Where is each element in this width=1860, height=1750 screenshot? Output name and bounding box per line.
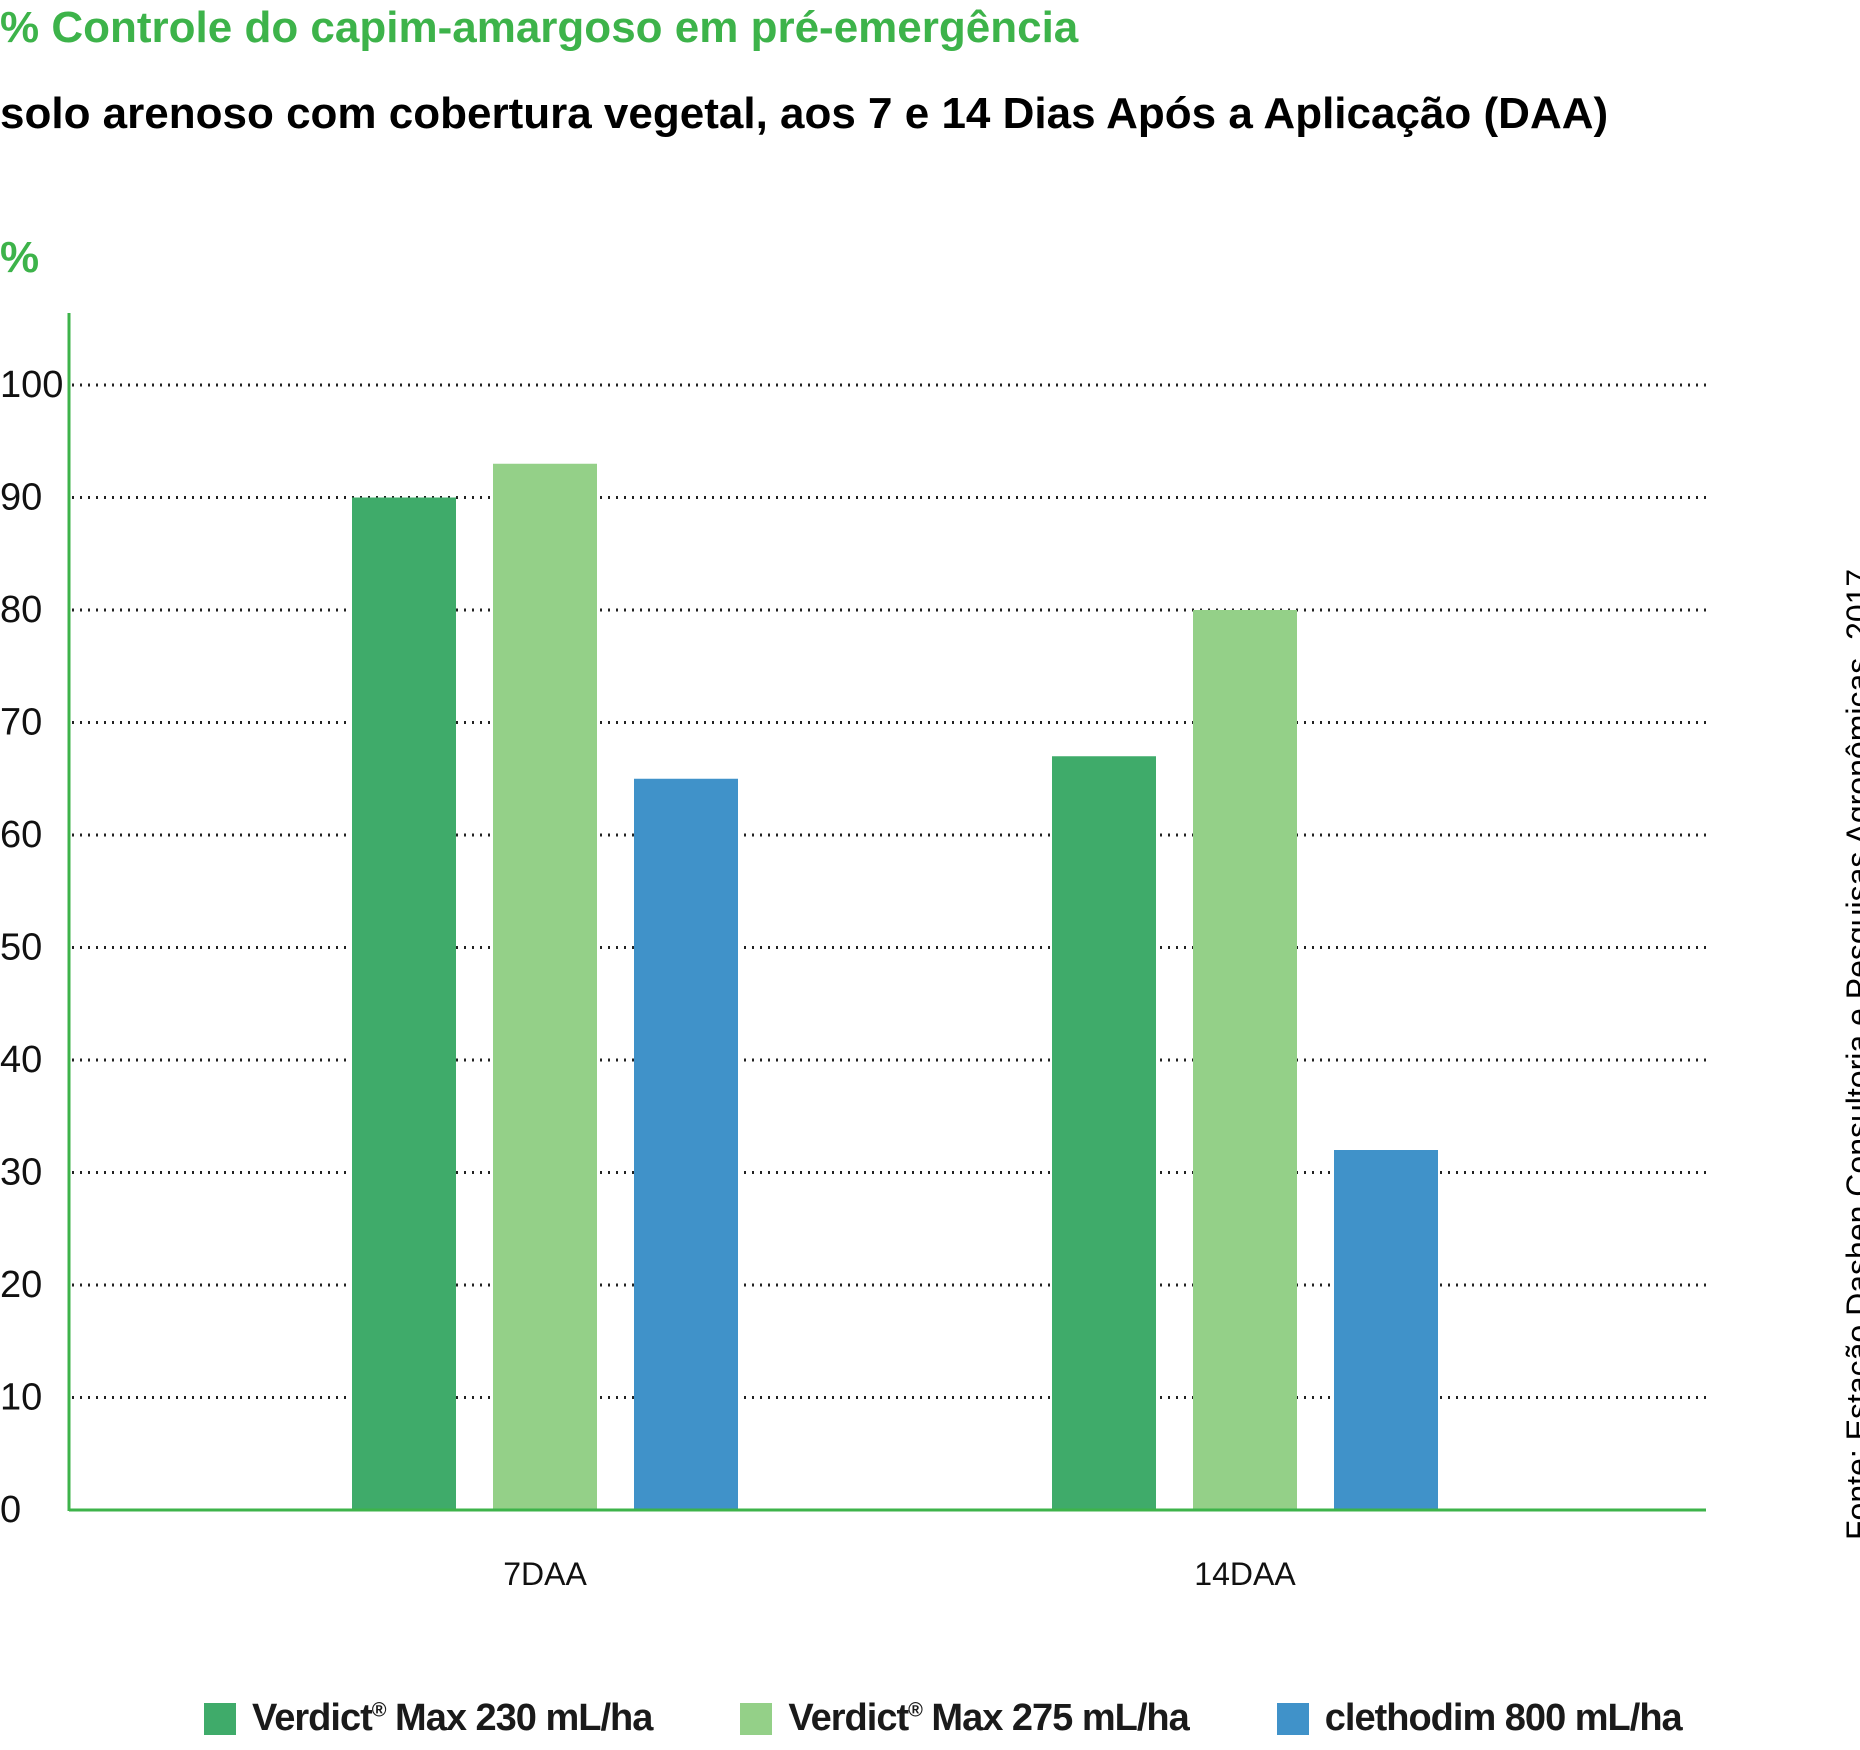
legend-swatch <box>1276 1702 1309 1735</box>
bar-14DAA-series-2 <box>1193 610 1297 1510</box>
bars <box>352 463 1438 1510</box>
y-tick-label: 10 <box>0 1377 42 1419</box>
y-tick-label: 100 <box>0 364 63 406</box>
y-axis-label: % <box>0 233 39 282</box>
x-tick-labels: 7DAA 14DAA <box>503 1556 1296 1592</box>
legend: Verdict® Max 230 mL/ha Verdict® Max 275 m… <box>204 1697 1770 1747</box>
legend-swatch <box>740 1702 773 1735</box>
bar-14DAA-series-3 <box>1334 1150 1438 1510</box>
legend-swatch <box>204 1702 236 1735</box>
legend-label: Verdict® Max 230 mL/ha <box>252 1697 653 1739</box>
y-tick-label: 0 <box>0 1489 21 1531</box>
legend-item-3: clethodim 800 mL/ha <box>1276 1697 1683 1740</box>
y-tick-label: 40 <box>0 1039 42 1081</box>
source-note: Fonte: Estação Dashen Consultoria e Pesq… <box>1840 568 1860 1540</box>
y-tick-label: 70 <box>0 702 42 744</box>
y-tick-label: 60 <box>0 814 42 856</box>
legend-label: Verdict® Max 275 mL/ha <box>788 1697 1189 1739</box>
bar-7DAA-series-2 <box>493 463 597 1510</box>
legend-label: clethodim 800 mL/ha <box>1324 1697 1683 1739</box>
x-tick-label: 14DAA <box>1194 1556 1296 1592</box>
bar-7DAA-series-3 <box>634 778 738 1510</box>
y-tick-label: 50 <box>0 927 42 969</box>
chart-title: % Controle do capim-amargoso em pré-emer… <box>0 3 1079 52</box>
y-tick-labels: 0 10 20 30 40 50 60 70 80 90 100 <box>0 364 63 1531</box>
y-tick-label: 90 <box>0 477 42 519</box>
legend-item-2: Verdict® Max 275 mL/ha <box>740 1697 1190 1740</box>
y-tick-label: 20 <box>0 1264 42 1306</box>
gridlines <box>72 383 1706 1399</box>
chart-subtitle: solo arenoso com cobertura vegetal, aos … <box>0 89 1609 138</box>
bar-chart: 0 10 20 30 40 50 60 70 80 90 100 7DAA 14DAA % <box>0 233 1706 1592</box>
bar-14DAA-series-1 <box>1052 756 1156 1510</box>
legend-item-1: Verdict® Max 230 mL/ha <box>204 1697 653 1740</box>
y-tick-label: 30 <box>0 1152 42 1194</box>
y-tick-label: 80 <box>0 589 42 631</box>
bar-7DAA-series-1 <box>352 497 456 1510</box>
x-tick-label: 7DAA <box>503 1556 587 1592</box>
